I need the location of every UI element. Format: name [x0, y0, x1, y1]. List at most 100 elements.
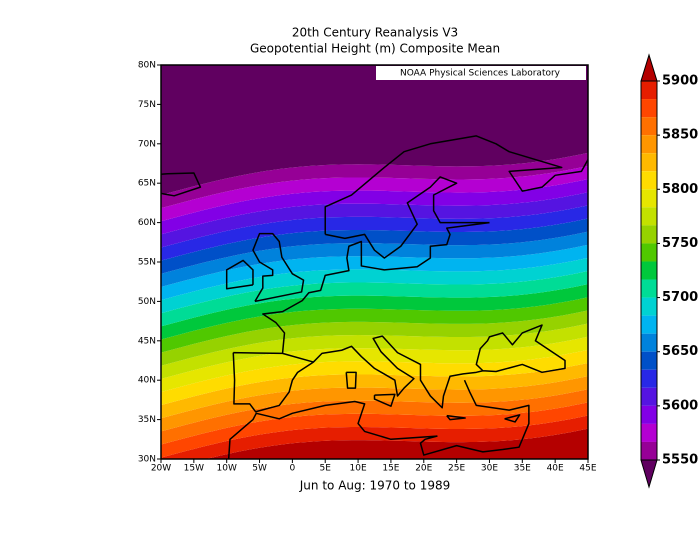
x-tick-label: 20W	[151, 464, 171, 474]
contour-band	[161, 165, 588, 222]
y-tick-label: 40N	[138, 376, 156, 386]
contour-band	[161, 349, 588, 406]
coastline	[252, 232, 305, 303]
colorbar-swatch	[641, 135, 657, 154]
x-tick-label: 25E	[448, 464, 465, 474]
caption: Jun to Aug: 1970 to 1989	[299, 479, 450, 493]
colorbar-swatch	[641, 333, 657, 352]
colorbar-label: 5700	[662, 290, 698, 305]
title: 20th Century Reanalysis V3	[292, 26, 458, 40]
credit: NOAA Physical Sciences Laboratory	[400, 69, 561, 79]
contour-band	[161, 402, 588, 458]
colorbar-swatch	[641, 243, 657, 262]
colorbar-frame	[640, 80, 658, 461]
contour-band	[161, 152, 588, 209]
colorbar-swatch	[641, 207, 657, 226]
coastline	[227, 379, 530, 459]
contour-band	[161, 231, 588, 287]
contour-band	[161, 297, 588, 353]
contour-band	[161, 271, 588, 327]
y-tick-label: 60N	[138, 218, 156, 228]
colorbar-swatch	[641, 189, 657, 208]
colorbar-label: 5600	[662, 398, 698, 413]
colorbar-arrow	[640, 53, 658, 82]
colorbar-swatch	[641, 369, 657, 388]
colorbar-label: 5750	[662, 236, 698, 251]
colorbar-swatch	[641, 279, 657, 298]
x-tick-label: 45E	[579, 464, 596, 474]
x-tick-label: 5W	[252, 464, 267, 474]
colorbar-swatch	[641, 423, 657, 442]
x-tick-label: 5E	[320, 464, 332, 474]
colorbar-label: 5650	[662, 344, 698, 359]
x-tick-label: 20E	[415, 464, 432, 474]
coastline	[504, 414, 521, 423]
coastline	[446, 414, 466, 421]
colorbar-swatch	[641, 351, 657, 370]
x-tick-label: 10E	[350, 464, 367, 474]
coastline	[312, 324, 566, 409]
colorbar-swatch	[641, 387, 657, 406]
y-tick-label: 65N	[138, 179, 156, 189]
contour-band	[161, 65, 588, 196]
colorbar-swatch	[641, 315, 657, 334]
y-tick-label: 45N	[138, 336, 156, 346]
colorbar: 5550 5600 5650 5700 5750 5800 5850 5900	[640, 53, 698, 489]
x-tick-label: 40E	[547, 464, 564, 474]
colorbar-arrow	[640, 459, 658, 489]
contour-band	[161, 362, 588, 419]
contour-band	[161, 284, 588, 340]
colorbar-swatch	[641, 405, 657, 424]
colorbar-swatch	[641, 153, 657, 172]
coastline	[232, 351, 315, 413]
x-tick-label: 15E	[382, 464, 399, 474]
colorbar-swatch	[641, 99, 657, 118]
x-tick-label: 0	[290, 464, 296, 474]
contour-band	[161, 323, 588, 379]
y-tick-label: 30N	[138, 455, 156, 465]
coastline	[325, 176, 490, 259]
colorbar-label: 5900	[662, 74, 698, 89]
coastline	[324, 135, 588, 235]
colorbar-swatch	[641, 225, 657, 244]
y-tick-label: 80N	[138, 61, 156, 71]
x-tick-label: 35E	[514, 464, 531, 474]
coastlines	[161, 135, 588, 459]
colorbar-swatch	[641, 297, 657, 316]
y-tick-label: 70N	[138, 139, 156, 149]
colorbar-label: 5800	[662, 182, 698, 197]
x-tick-label: 30E	[481, 464, 498, 474]
colorbar-label: 5850	[662, 128, 698, 143]
y-tick-label: 75N	[138, 100, 156, 110]
contour-band	[161, 415, 588, 459]
x-tick-label: 10W	[217, 464, 237, 474]
coastline	[345, 371, 357, 389]
colorbar-swatch	[641, 261, 657, 280]
contour-band	[161, 376, 588, 432]
contour-band	[161, 389, 588, 445]
coastline	[262, 221, 490, 354]
contour-band	[161, 205, 588, 261]
credit-box	[376, 66, 586, 80]
contour-band	[161, 336, 588, 393]
subtitle: Geopotential Height (m) Composite Mean	[250, 42, 500, 56]
coastline	[373, 393, 396, 407]
colorbar-swatch	[641, 441, 657, 460]
contour-band	[161, 310, 588, 366]
contour-band	[161, 244, 588, 301]
x-tick-label: 15W	[184, 464, 204, 474]
y-tick-label: 55N	[138, 258, 156, 268]
colorbar-swatch	[641, 117, 657, 136]
contour-band	[161, 257, 588, 314]
contour-band	[161, 192, 588, 248]
contour-band	[161, 179, 588, 235]
colorbar-label: 5550	[662, 453, 698, 468]
coastline	[161, 172, 202, 197]
y-tick-label: 35N	[138, 415, 156, 425]
contour-band	[161, 218, 588, 274]
colorbar-swatch	[641, 171, 657, 190]
field	[161, 65, 588, 459]
y-tick-label: 50N	[138, 297, 156, 307]
colorbar-swatch	[641, 81, 657, 100]
coastline	[225, 259, 254, 290]
